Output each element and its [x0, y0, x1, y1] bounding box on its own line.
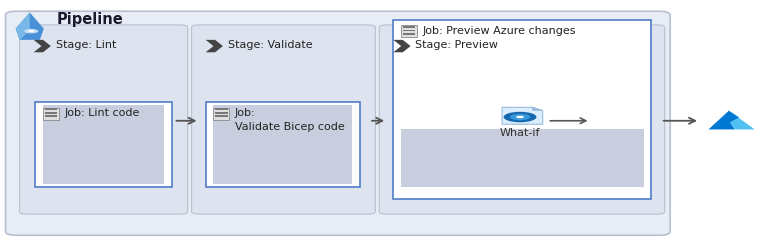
Polygon shape: [16, 12, 30, 40]
Circle shape: [516, 116, 524, 118]
Bar: [213, 105, 352, 184]
Text: Stage: Lint: Stage: Lint: [56, 40, 116, 50]
Circle shape: [504, 112, 536, 122]
Bar: [43, 105, 164, 184]
Circle shape: [24, 29, 38, 33]
Bar: [45, 112, 57, 114]
Polygon shape: [206, 40, 223, 52]
Polygon shape: [533, 107, 543, 111]
FancyBboxPatch shape: [5, 11, 670, 235]
Bar: [215, 108, 228, 110]
Bar: [45, 115, 57, 117]
Bar: [213, 108, 229, 120]
Bar: [215, 115, 228, 117]
Polygon shape: [16, 12, 44, 40]
Polygon shape: [34, 40, 51, 52]
Bar: [215, 112, 228, 114]
Text: Pipeline: Pipeline: [56, 12, 123, 27]
FancyBboxPatch shape: [192, 25, 375, 214]
Bar: [401, 129, 644, 187]
FancyBboxPatch shape: [20, 25, 188, 214]
FancyBboxPatch shape: [379, 25, 665, 214]
Bar: [45, 108, 57, 110]
Polygon shape: [502, 107, 543, 124]
Text: Stage: Preview: Stage: Preview: [415, 40, 498, 50]
Bar: [401, 25, 417, 37]
Circle shape: [510, 114, 530, 120]
Bar: [403, 26, 415, 28]
Polygon shape: [708, 111, 739, 129]
Text: Job:
Validate Bicep code: Job: Validate Bicep code: [235, 108, 344, 132]
Text: Job: Lint code: Job: Lint code: [64, 108, 139, 118]
Polygon shape: [393, 40, 411, 52]
Text: What-if: What-if: [500, 128, 540, 138]
Text: Job: Preview Azure changes: Job: Preview Azure changes: [422, 26, 576, 36]
FancyBboxPatch shape: [35, 102, 172, 187]
Polygon shape: [730, 115, 755, 129]
Bar: [403, 33, 415, 35]
FancyBboxPatch shape: [393, 20, 651, 199]
Text: Stage: Validate: Stage: Validate: [228, 40, 312, 50]
FancyBboxPatch shape: [206, 102, 360, 187]
Bar: [43, 108, 59, 120]
Circle shape: [28, 30, 34, 32]
Bar: [403, 30, 415, 31]
